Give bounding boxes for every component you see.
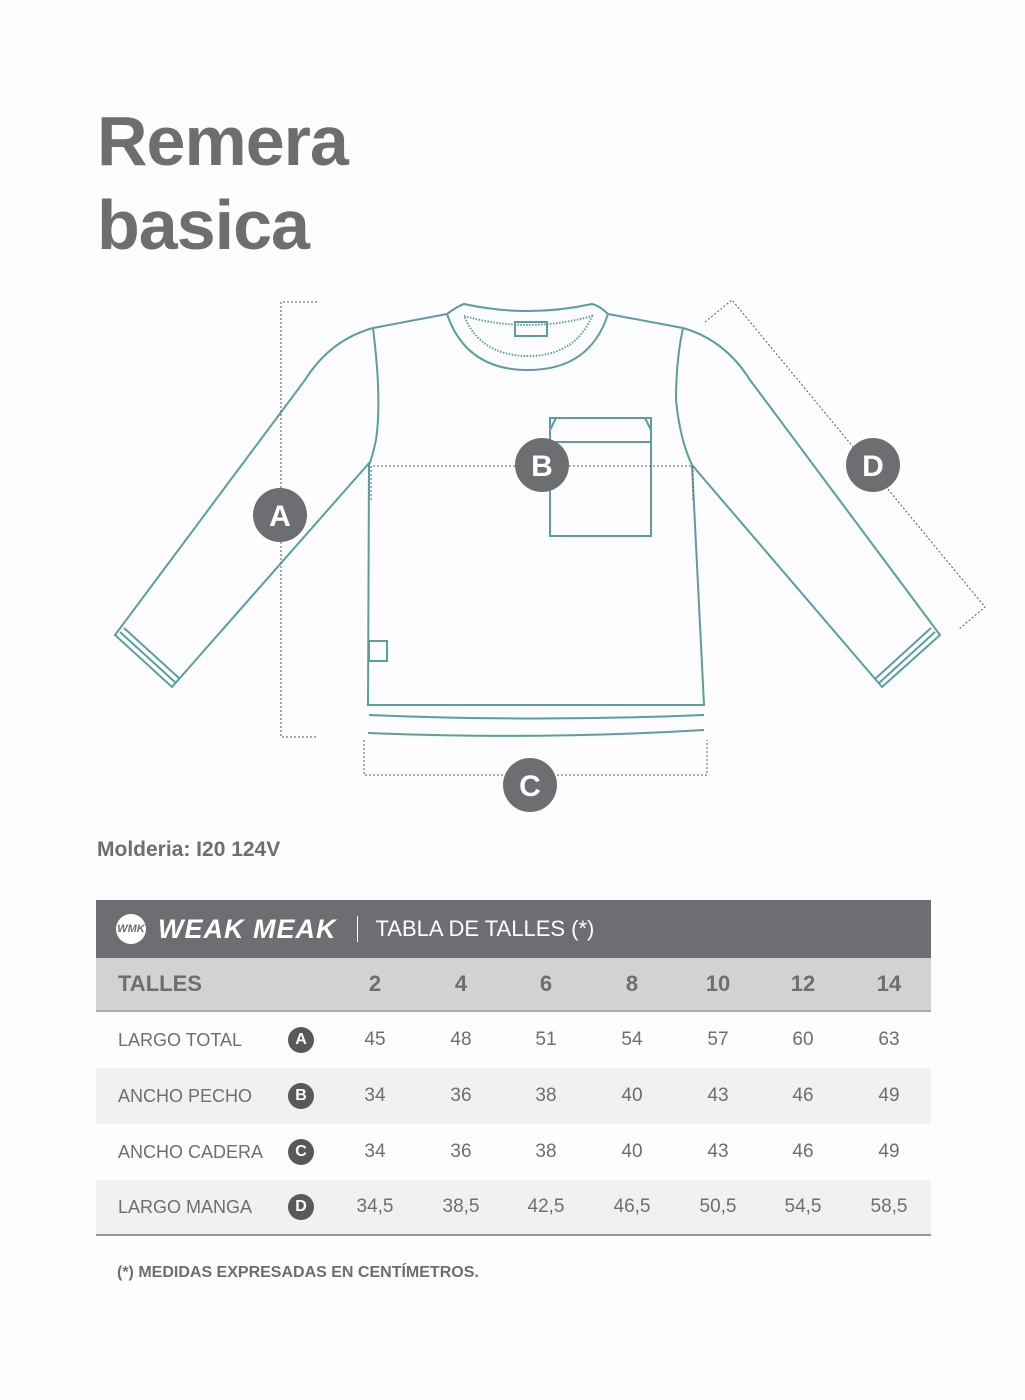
size-header: 12	[790, 971, 816, 996]
table-cell: 51	[535, 1029, 557, 1050]
table-row: ANCHO CADERA C 34 36 38 40 43 46 49	[96, 1124, 931, 1180]
row-label: ANCHO PECHO	[118, 1085, 253, 1106]
table-title: TABLA DE TALLES (*)	[375, 916, 595, 941]
table-cell: 49	[878, 1085, 900, 1106]
divider	[356, 916, 358, 942]
table-cell: 50,5	[699, 1196, 737, 1217]
table-cell: 46	[792, 1141, 814, 1162]
title-line-1: Remera	[97, 102, 349, 180]
table-cell: 45	[364, 1029, 386, 1050]
sizes-row: TALLES 2 4 6 8 10 12 14	[96, 958, 931, 1012]
row-label: LARGO MANGA	[118, 1196, 253, 1217]
table-cell: 57	[707, 1029, 729, 1050]
table-cell: 38	[535, 1141, 557, 1162]
table-cell: 40	[621, 1141, 643, 1162]
table-cell: 36	[450, 1141, 472, 1162]
size-header: 6	[539, 971, 553, 996]
table-cell: 58,5	[870, 1196, 908, 1217]
table-cell: 60	[792, 1029, 814, 1050]
table-cell: 40	[621, 1085, 643, 1106]
brand-name: WEAK MEAK	[158, 913, 337, 944]
table-row: LARGO TOTAL A 45 48 51 54 57 60 63	[96, 1012, 931, 1068]
table-cell: 48	[450, 1029, 472, 1050]
row-marker-badge: D	[288, 1194, 314, 1220]
svg-text:A: A	[269, 500, 291, 533]
size-header: 4	[454, 971, 468, 996]
table-cell: 38	[535, 1085, 557, 1106]
marker-B: B	[515, 438, 569, 492]
row-label: ANCHO CADERA	[118, 1141, 264, 1162]
size-header: 10	[705, 971, 731, 996]
size-header: 8	[625, 971, 639, 996]
table-cell: 46	[792, 1085, 814, 1106]
table-row: LARGO MANGA D 34,5 38,5 42,5 46,5 50,5 54,5 58,5	[96, 1180, 931, 1236]
size-header: 2	[368, 971, 382, 996]
row-label: LARGO TOTAL	[118, 1029, 243, 1050]
table-cell: 46,5	[613, 1196, 651, 1217]
brand-logo: WMK	[116, 914, 146, 944]
table-row: ANCHO PECHO B 34 36 38 40 43 46 49	[96, 1068, 931, 1124]
svg-text:B: B	[531, 450, 553, 483]
svg-text:D: D	[862, 450, 884, 483]
garment-diagram: A B C D	[113, 299, 986, 812]
svg-text:C: C	[519, 770, 541, 803]
table-cell: 54	[621, 1029, 643, 1050]
pattern-code: Molderia: I20 124V	[97, 838, 281, 861]
table-cell: 34	[364, 1085, 386, 1106]
footnote: (*) MEDIDAS EXPRESADAS EN CENTÍMETROS.	[117, 1264, 479, 1281]
table-cell: 54,5	[784, 1196, 822, 1217]
table-cell: 42,5	[527, 1196, 565, 1217]
table-cell: 34	[364, 1141, 386, 1162]
table-cell: 34,5	[356, 1196, 394, 1217]
table-cell: 43	[707, 1141, 729, 1162]
size-table: WMK WEAK MEAK TABLA DE TALLES (*) TALLES…	[96, 900, 931, 1236]
table-header: WMK WEAK MEAK TABLA DE TALLES (*)	[96, 900, 931, 958]
sizes-label: TALLES	[118, 971, 202, 996]
table-cell: 38,5	[442, 1196, 480, 1217]
row-marker-badge: C	[288, 1139, 314, 1165]
measure-lines	[280, 299, 986, 776]
marker-A: A	[253, 488, 307, 542]
table-cell: 63	[878, 1029, 900, 1050]
row-marker-badge: B	[288, 1083, 314, 1109]
size-header: 14	[876, 971, 902, 996]
shirt-outline	[113, 302, 942, 737]
table-cell: 43	[707, 1085, 729, 1106]
marker-C: C	[503, 758, 557, 812]
row-marker-badge: A	[288, 1027, 314, 1053]
title-line-2: basica	[97, 186, 310, 264]
table-cell: 49	[878, 1141, 900, 1162]
marker-D: D	[846, 438, 900, 492]
table-cell: 36	[450, 1085, 472, 1106]
